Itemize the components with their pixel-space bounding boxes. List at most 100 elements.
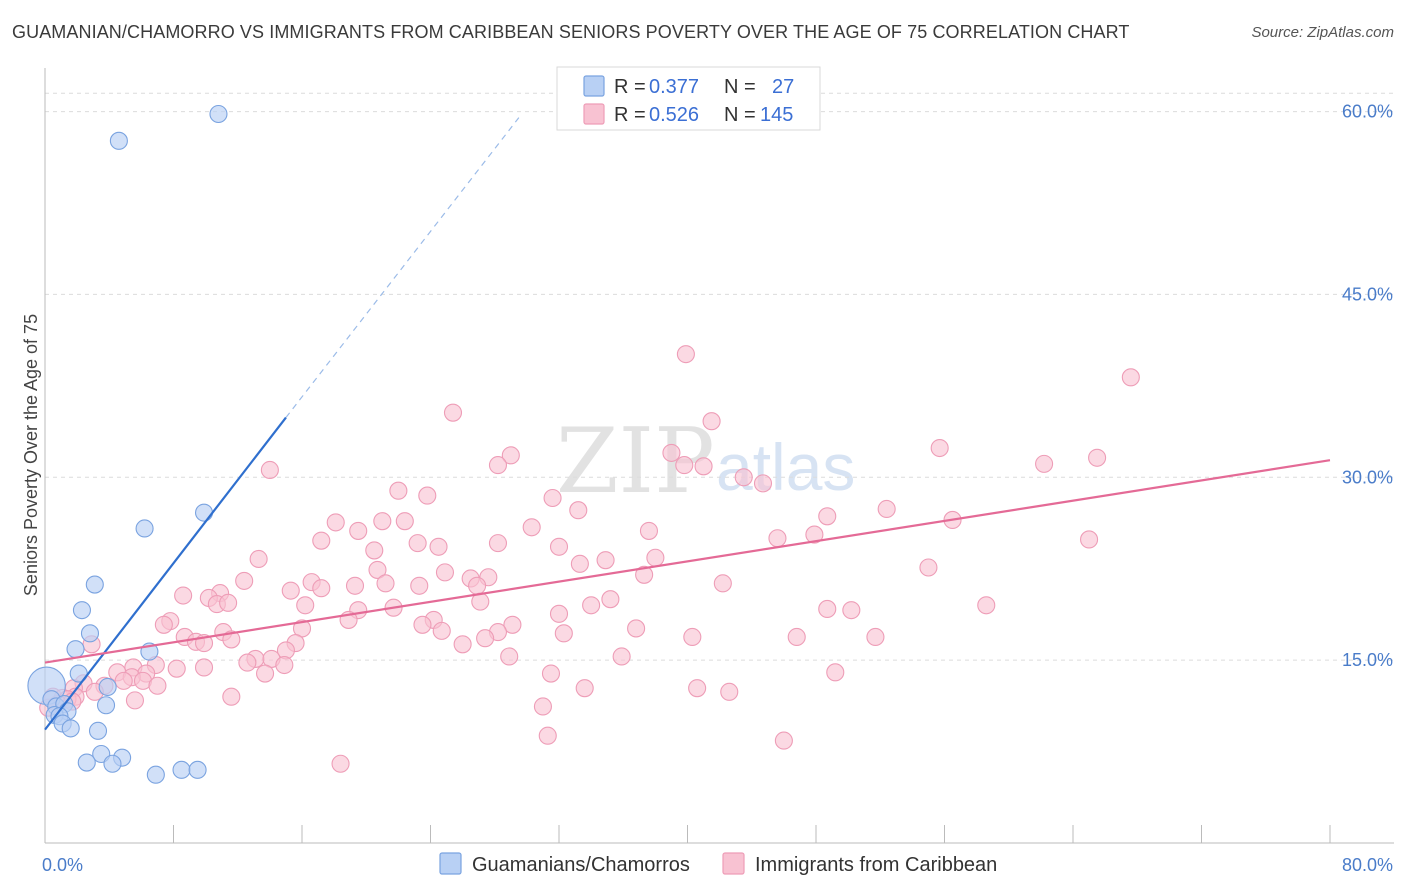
caribbean-point <box>500 647 519 666</box>
caribbean-point <box>503 615 522 634</box>
guamanian-point <box>61 719 80 738</box>
caribbean-point <box>1035 454 1054 473</box>
caribbean-point <box>635 565 654 584</box>
caribbean-point <box>549 537 569 556</box>
caribbean-point <box>256 664 275 683</box>
caribbean-point <box>977 596 996 615</box>
caribbean-point <box>787 627 806 647</box>
y-tick-label: 45.0% <box>1342 284 1393 304</box>
caribbean-point <box>413 615 432 634</box>
chart-source: Source: ZipAtlas.com <box>1251 24 1394 41</box>
caribbean-point <box>930 438 949 458</box>
watermark-atlas: atlas <box>716 430 855 504</box>
caribbean-point <box>468 576 487 595</box>
guamanian-trend-extension <box>285 117 520 418</box>
caribbean-point <box>488 534 508 553</box>
caribbean-point <box>702 412 721 431</box>
guamanian-point <box>172 760 191 779</box>
legend-r-value: 0.526 <box>649 104 699 126</box>
correlation-legend: R = 0.377 N = 27 R = 0.526 N = 145 <box>556 66 821 131</box>
legend-r-label: R = <box>614 104 646 126</box>
caribbean-point <box>410 576 429 595</box>
guamanian-point <box>146 765 165 784</box>
caribbean-point <box>541 664 561 683</box>
caribbean-point <box>432 621 451 640</box>
caribbean-point <box>533 697 552 716</box>
caribbean-point <box>125 691 144 710</box>
caribbean-point <box>114 671 133 690</box>
caribbean-point <box>842 601 861 620</box>
caribbean-point <box>373 512 392 531</box>
caribbean-point <box>408 534 427 553</box>
caribbean-point <box>219 593 238 612</box>
guamanian-point <box>135 519 154 538</box>
caribbean-point <box>331 754 350 773</box>
caribbean-point <box>148 676 167 695</box>
caribbean-point <box>174 586 193 605</box>
caribbean-point <box>1121 368 1140 387</box>
caribbean-point <box>596 551 615 570</box>
caribbean-trend-line <box>44 459 1331 664</box>
caribbean-point <box>582 596 601 615</box>
guamanian-point <box>103 754 122 773</box>
legend-r-value: 0.377 <box>649 76 699 98</box>
caribbean-point <box>349 521 368 540</box>
caribbean-point <box>627 619 646 638</box>
caribbean-point <box>476 629 495 648</box>
caribbean-point <box>312 579 331 598</box>
x-tick-label: 80.0% <box>1342 855 1393 875</box>
y-tick-label: 60.0% <box>1342 102 1393 122</box>
caribbean-point <box>501 446 520 465</box>
guamanian-point <box>194 503 214 522</box>
caribbean-point <box>575 679 594 698</box>
caribbean-point <box>222 687 241 706</box>
tick-labels: 15.0% 30.0% 45.0% 60.0% 0.0% 80.0% <box>42 102 1393 875</box>
caribbean-point <box>522 518 541 537</box>
guamanian-point <box>72 601 91 620</box>
caribbean-point <box>734 468 753 487</box>
legend-n-label: N = <box>724 104 756 126</box>
caribbean-point <box>435 563 455 582</box>
caribbean-point <box>222 630 241 649</box>
guamanian-point <box>188 760 207 779</box>
caribbean-point <box>345 576 365 595</box>
guamanian-point <box>80 624 100 643</box>
caribbean-point <box>296 596 315 615</box>
caribbean-point <box>281 581 300 600</box>
caribbean-point <box>429 537 448 556</box>
x-tick-label: 0.0% <box>42 855 83 875</box>
guamanian-point <box>85 575 104 594</box>
caribbean-point <box>376 574 395 593</box>
legend-swatch-guamanians <box>439 852 462 875</box>
caribbean-point <box>694 457 713 476</box>
caribbean-point <box>601 590 620 609</box>
caribbean-point <box>326 513 345 532</box>
caribbean-point <box>675 456 694 475</box>
caribbean-point <box>818 507 837 526</box>
caribbean-point <box>570 554 589 573</box>
legend-n-value: 145 <box>760 104 793 126</box>
y-axis-title: Seniors Poverty Over the Age of 75 <box>21 314 41 596</box>
y-tick-label: 15.0% <box>1342 650 1393 670</box>
trend-lines <box>44 117 1331 731</box>
caribbean-point <box>683 627 702 647</box>
legend-label-guamanians: Guamanians/Chamorros <box>472 854 690 876</box>
caribbean-point <box>805 525 824 544</box>
caribbean-point <box>720 682 739 701</box>
caribbean-point <box>312 531 331 550</box>
caribbean-point <box>154 615 173 634</box>
caribbean-point <box>488 456 508 475</box>
caribbean-point <box>866 627 885 647</box>
legend-n-value: 27 <box>772 76 794 98</box>
series-guamanians-chamorros <box>27 104 228 784</box>
caribbean-point <box>768 529 787 548</box>
caribbean-point <box>826 663 845 682</box>
caribbean-point <box>688 679 707 698</box>
legend-n-label: N = <box>724 76 756 98</box>
caribbean-point <box>753 474 773 493</box>
caribbean-point <box>275 655 294 675</box>
caribbean-point <box>443 403 463 422</box>
caribbean-point <box>365 541 384 560</box>
chart-title: GUAMANIAN/CHAMORRO VS IMMIGRANTS FROM CA… <box>12 22 1130 42</box>
